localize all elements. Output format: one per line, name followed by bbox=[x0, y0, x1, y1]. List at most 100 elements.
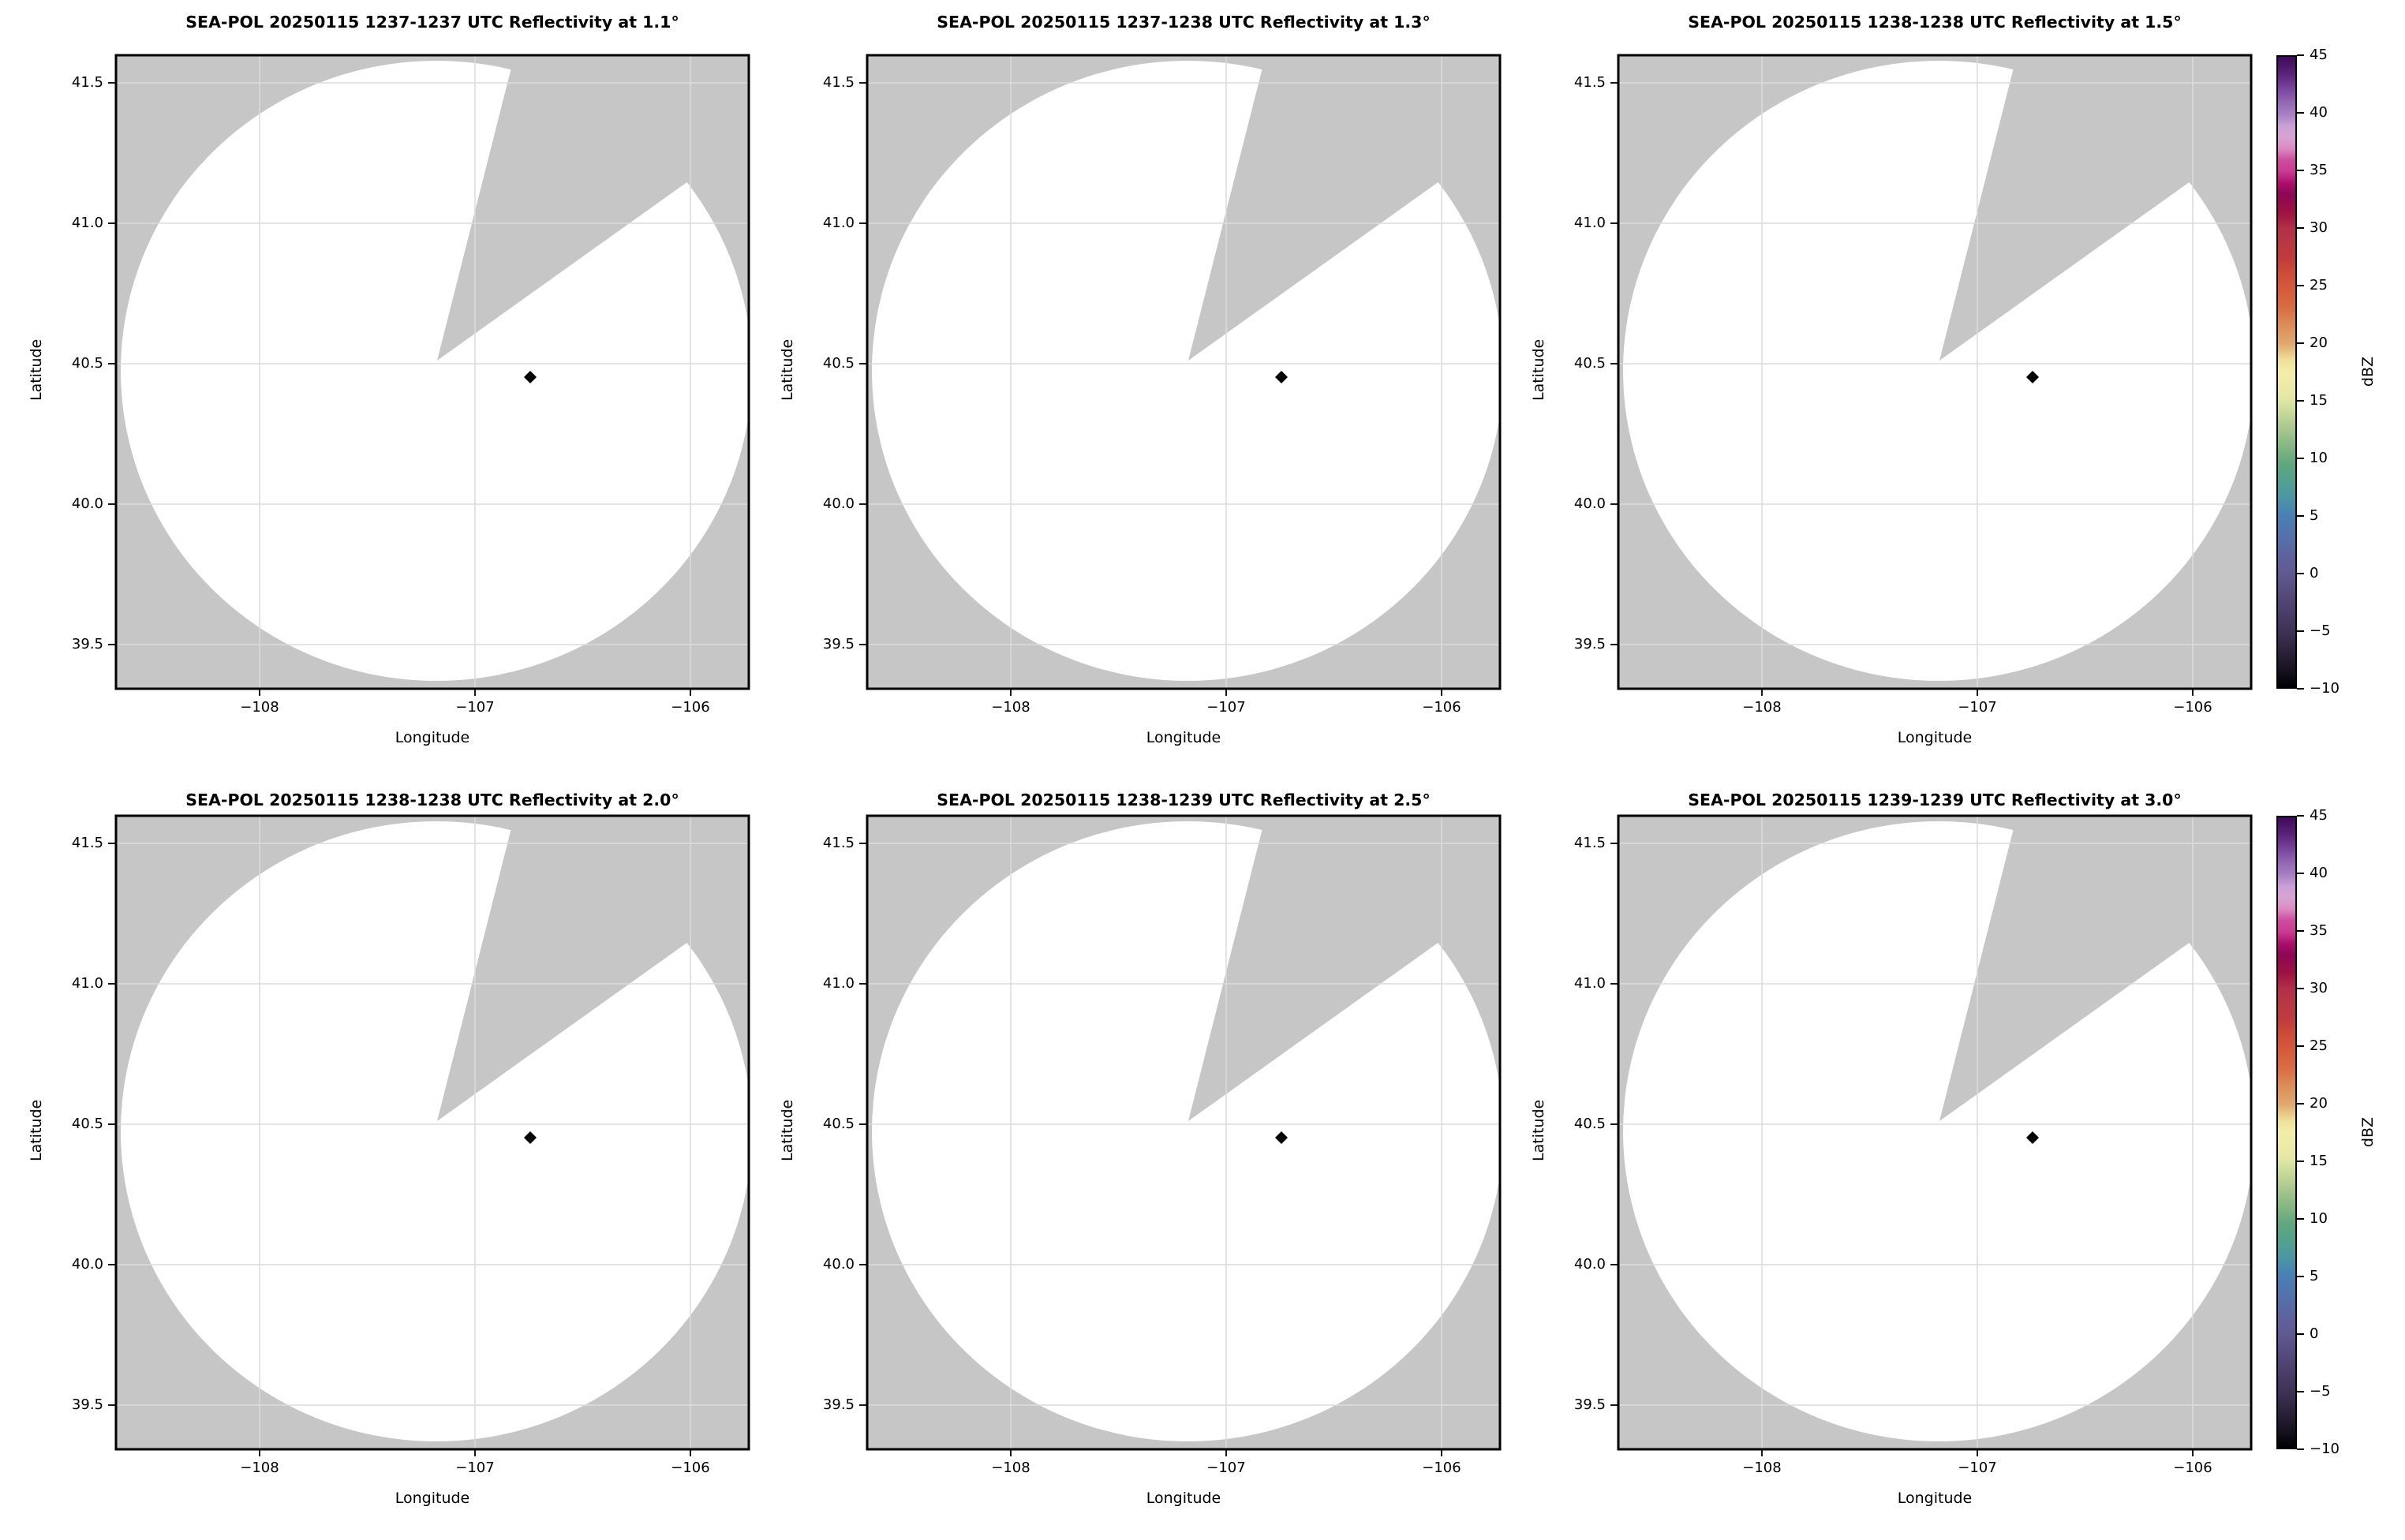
y-tick-label: 40.5 bbox=[822, 355, 855, 372]
missing-sector-wedge bbox=[1939, 55, 2251, 361]
radar-marker bbox=[1275, 1131, 1288, 1144]
colorbar-tick-label: −10 bbox=[2310, 1441, 2340, 1457]
colorbar-tick bbox=[2297, 1333, 2304, 1335]
plot-border bbox=[866, 814, 1502, 1451]
x-tick-label: −106 bbox=[2173, 699, 2212, 716]
plot-area bbox=[859, 814, 1502, 1456]
colorbar-tick bbox=[2297, 170, 2304, 171]
y-tick-label: 41.5 bbox=[71, 74, 103, 91]
colorbar-tick bbox=[2297, 1161, 2304, 1162]
colorbar-tick bbox=[2297, 1103, 2304, 1105]
y-tick-label: 40.0 bbox=[1573, 495, 1606, 512]
colorbar-tick-label: 35 bbox=[2310, 922, 2328, 939]
x-tick-label: −107 bbox=[1206, 699, 1246, 716]
colorbar-tick bbox=[2297, 815, 2304, 817]
y-tick-label: 39.5 bbox=[71, 1396, 103, 1413]
panel-cell: SEA-POL 20250115 1238-1238 UTC Reflectiv… bbox=[1530, 0, 2289, 761]
colorbar-tick bbox=[2297, 988, 2304, 989]
y-tick-label: 40.5 bbox=[822, 1116, 855, 1132]
plot-border bbox=[866, 54, 1502, 690]
y-tick-label: 40.5 bbox=[71, 1116, 103, 1132]
colorbar-tick bbox=[2297, 1391, 2304, 1392]
colorbar-tick-label: 10 bbox=[2310, 450, 2328, 466]
panel-title: SEA-POL 20250115 1238-1238 UTC Reflectiv… bbox=[1688, 13, 2182, 32]
plot-border bbox=[1617, 54, 2253, 690]
gridlines bbox=[116, 816, 749, 1449]
colorbar-tick bbox=[2297, 1448, 2304, 1450]
y-tick-label: 40.5 bbox=[1573, 1116, 1606, 1132]
colorbar-tick-label: 35 bbox=[2310, 162, 2328, 178]
colorbar: 45 40 35 30 25 20 15 10 5 0 −5 −10 dBZ bbox=[2276, 47, 2405, 697]
x-tick-label: −106 bbox=[1422, 1460, 1461, 1476]
y-tick-label: 41.5 bbox=[71, 835, 103, 851]
x-tick-label: −106 bbox=[1422, 699, 1461, 716]
colorbar-tick-label: −5 bbox=[2310, 1383, 2331, 1400]
colorbar-tick bbox=[2297, 400, 2304, 402]
x-tick-label: −108 bbox=[991, 699, 1030, 716]
colorbar-tick-label: 45 bbox=[2310, 47, 2328, 63]
y-tick-label: 41.5 bbox=[822, 835, 855, 851]
y-tick-label: 41.0 bbox=[822, 215, 855, 231]
colorbar-tick bbox=[2297, 1218, 2304, 1220]
missing-sector-wedge bbox=[437, 816, 749, 1121]
x-tick-label: −106 bbox=[2173, 1460, 2212, 1476]
colorbar: 45 40 35 30 25 20 15 10 5 0 −5 −10 dBZ bbox=[2276, 807, 2405, 1457]
x-tick-label: −106 bbox=[671, 699, 710, 716]
x-tick-label: −107 bbox=[455, 699, 495, 716]
colorbar-tick-label: 20 bbox=[2310, 1095, 2328, 1112]
missing-sector-wedge bbox=[1939, 816, 2251, 1121]
plot-area bbox=[859, 54, 1502, 696]
x-axis-label: Longitude bbox=[1146, 729, 1221, 746]
y-tick-label: 39.5 bbox=[71, 636, 103, 652]
colorbar-gradient bbox=[2276, 816, 2297, 1449]
x-tick-label: −108 bbox=[991, 1460, 1030, 1476]
gridlines bbox=[116, 55, 749, 689]
gridlines bbox=[867, 55, 1500, 689]
missing-sector-wedge bbox=[1188, 55, 1500, 361]
colorbar-tick-label: 15 bbox=[2310, 392, 2328, 409]
panel-title: SEA-POL 20250115 1239-1239 UTC Reflectiv… bbox=[1688, 791, 2182, 809]
y-tick-label: 40.0 bbox=[71, 495, 103, 512]
y-tick-label: 39.5 bbox=[822, 636, 855, 652]
x-tick-label: −107 bbox=[1206, 1460, 1246, 1476]
y-tick-label: 41.5 bbox=[1573, 835, 1606, 851]
missing-sector-wedge bbox=[1188, 816, 1500, 1121]
x-axis-label: Longitude bbox=[1897, 729, 1973, 746]
panel-title: SEA-POL 20250115 1237-1238 UTC Reflectiv… bbox=[937, 13, 1431, 32]
y-tick-label: 40.0 bbox=[71, 1256, 103, 1273]
panel-cell: SEA-POL 20250115 1239-1239 UTC Reflectiv… bbox=[1530, 761, 2289, 1521]
colorbar-axis-label: dBZ bbox=[2359, 356, 2377, 387]
y-tick-label: 41.0 bbox=[71, 215, 103, 231]
panel-cell: SEA-POL 20250115 1238-1239 UTC Reflectiv… bbox=[779, 761, 1538, 1521]
x-tick-label: −108 bbox=[240, 1460, 279, 1476]
y-tick-label: 41.5 bbox=[1573, 74, 1606, 91]
panel-cell: SEA-POL 20250115 1237-1238 UTC Reflectiv… bbox=[779, 0, 1538, 761]
plot-area bbox=[108, 814, 750, 1456]
colorbar-tick-label: 30 bbox=[2310, 980, 2328, 996]
y-tick-label: 41.5 bbox=[822, 74, 855, 91]
colorbar-tick bbox=[2297, 873, 2304, 874]
colorbar-tick-label: 15 bbox=[2310, 1153, 2328, 1169]
x-tick-label: −108 bbox=[1742, 699, 1782, 716]
colorbar-tick-label: 5 bbox=[2310, 1268, 2319, 1284]
x-axis-label: Longitude bbox=[395, 729, 470, 746]
plot-area bbox=[1610, 54, 2253, 696]
colorbar-tick bbox=[2297, 227, 2304, 229]
y-tick-label: 39.5 bbox=[822, 1396, 855, 1413]
colorbar-tick-label: 0 bbox=[2310, 565, 2319, 581]
y-tick-label: 40.5 bbox=[71, 355, 103, 372]
radar-marker bbox=[2026, 1131, 2039, 1144]
radar-marker bbox=[1275, 371, 1288, 383]
colorbar-tick bbox=[2297, 573, 2304, 574]
colorbar-tick bbox=[2297, 342, 2304, 344]
colorbar-tick bbox=[2297, 688, 2304, 690]
colorbar-tick bbox=[2297, 458, 2304, 459]
panel-title: SEA-POL 20250115 1238-1238 UTC Reflectiv… bbox=[185, 791, 679, 809]
colorbar-tick-label: 20 bbox=[2310, 335, 2328, 351]
plot-border bbox=[114, 54, 750, 690]
x-axis-label: Longitude bbox=[395, 1490, 470, 1507]
colorbar-tick-label: 25 bbox=[2310, 1037, 2328, 1054]
colorbar-tick-label: 0 bbox=[2310, 1325, 2319, 1342]
y-tick-label: 41.0 bbox=[1573, 975, 1606, 992]
panel-title: SEA-POL 20250115 1237-1237 UTC Reflectiv… bbox=[185, 13, 679, 32]
